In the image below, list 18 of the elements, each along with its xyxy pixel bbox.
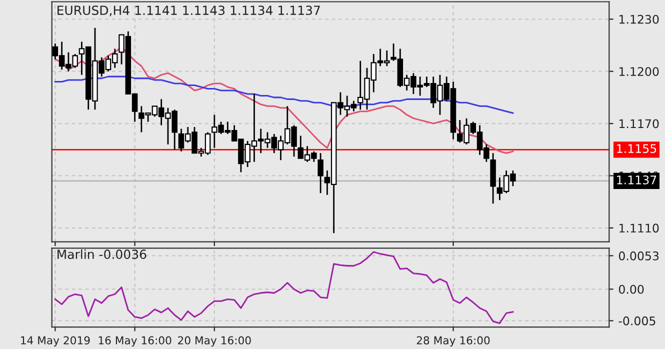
y-tick-label: 1.1230	[619, 14, 659, 24]
candlestick	[318, 152, 324, 194]
x-tick-label: 16 May 16:00	[98, 336, 172, 347]
x-tick-label: 20 May 16:00	[178, 336, 251, 347]
line-series	[54, 251, 514, 324]
y-tick-label: -0.005	[618, 316, 656, 326]
chart-title: Marlin -0.0036	[58, 249, 146, 259]
x-tick-label: 14 May 2019	[21, 336, 90, 347]
x-tick-label: 28 May 16:00	[416, 336, 490, 347]
y-tick-label: 0.0053	[618, 251, 659, 260]
ref-line-label: 1.1155	[617, 144, 656, 154]
ref-line-label: 1.1137	[617, 175, 656, 184]
y-tick-label: 1.1110	[619, 224, 659, 233]
chart-title: EURUSD,H4 1.1141 1.1143 1.1134 1.1137	[58, 6, 320, 16]
y-tick-label: 0.00	[618, 284, 644, 294]
y-tick-label: 1.1200	[619, 67, 659, 76]
y-tick-label: 1.1170	[619, 119, 659, 128]
line-series	[54, 76, 514, 114]
